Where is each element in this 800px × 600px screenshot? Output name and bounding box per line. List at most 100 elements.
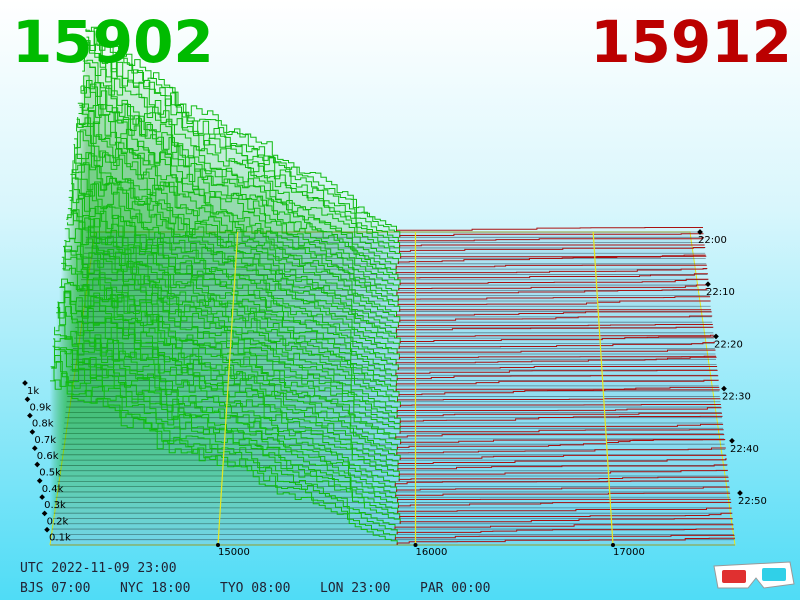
bid-depth-line bbox=[71, 183, 397, 365]
ask-depth-line bbox=[395, 379, 719, 386]
ask-depth-line bbox=[395, 369, 718, 376]
ask-depth-line bbox=[397, 458, 727, 466]
price-tick-label: 17000 bbox=[613, 547, 645, 558]
ask-depth-line bbox=[397, 273, 708, 280]
ask-depth-line bbox=[399, 278, 709, 286]
ask-depth-line bbox=[397, 300, 711, 307]
city-clock: TYO 08:00 bbox=[220, 581, 290, 596]
depth-tick-label: 0.8k bbox=[32, 419, 54, 430]
ask-depth-line bbox=[397, 255, 707, 264]
bid-depth-line bbox=[80, 83, 399, 280]
bid-depth-line bbox=[74, 138, 398, 339]
time-tick bbox=[705, 281, 711, 288]
depth-slices bbox=[50, 26, 735, 546]
ask-depth-line bbox=[399, 518, 733, 524]
ask-depth-line bbox=[397, 398, 721, 402]
bid-depth-line bbox=[54, 326, 399, 508]
price-tick-label: 15000 bbox=[218, 547, 250, 558]
bid-depth-line bbox=[84, 41, 400, 254]
ask-price: 15912 bbox=[590, 8, 792, 76]
bid-depth-line bbox=[79, 87, 400, 291]
ask-depth-line bbox=[396, 349, 716, 354]
ask-depth-line bbox=[397, 498, 731, 503]
time-tick-label: 22:50 bbox=[738, 496, 767, 507]
ask-depth-line bbox=[399, 315, 713, 323]
depth-tick-label: 0.6k bbox=[37, 451, 59, 462]
time-tick-label: 22:00 bbox=[698, 235, 727, 246]
ask-depth-line bbox=[395, 386, 720, 392]
time-tick bbox=[729, 437, 735, 444]
bid-depth-line bbox=[51, 355, 396, 530]
depth-tick-label: 1k bbox=[27, 386, 39, 397]
bid-depth-line bbox=[69, 190, 398, 381]
bid-depth-line bbox=[82, 59, 399, 264]
ask-depth-line bbox=[396, 537, 735, 545]
time-tick-label: 22:30 bbox=[722, 392, 751, 403]
depth-tick bbox=[44, 526, 50, 533]
bid-depth-line bbox=[82, 62, 397, 270]
ask-depth-line bbox=[399, 244, 705, 248]
ask-depth-line bbox=[397, 237, 705, 243]
bid-depth-line bbox=[85, 26, 401, 238]
ask-depth-line bbox=[395, 326, 714, 333]
ask-depth-line bbox=[399, 233, 704, 238]
axes: 15000 16000 17000 1k 0.9k 0.8k 0.7k 0.6k 0.5k 0.4… bbox=[22, 229, 767, 558]
bid-depth-line bbox=[56, 306, 396, 487]
ask-depth-line bbox=[396, 227, 703, 232]
depth-tick-label: 0.9k bbox=[29, 402, 51, 413]
bid-depth-line bbox=[70, 173, 399, 370]
ask-depth-line bbox=[399, 429, 724, 434]
time-tick-label: 22:10 bbox=[706, 287, 735, 298]
depth-tick bbox=[27, 412, 33, 419]
bid-depth-line bbox=[80, 80, 401, 286]
price-tick bbox=[413, 543, 418, 547]
clocks: BJS 07:00 NYC 18:00 TYO 08:00 LON 23:00 PAR … bbox=[20, 581, 490, 596]
ask-depth-line bbox=[399, 309, 712, 312]
bid-depth-line bbox=[60, 283, 398, 455]
bid-depth-line bbox=[50, 366, 396, 540]
ask-depth-line bbox=[395, 492, 731, 498]
ask-depth-line bbox=[399, 454, 727, 461]
ask-depth-line bbox=[395, 264, 707, 270]
depth-tick-label: 0.2k bbox=[47, 516, 69, 527]
ask-depth-line bbox=[395, 356, 717, 365]
ask-depth-line bbox=[398, 341, 715, 349]
bid-depth-line bbox=[65, 228, 398, 413]
ask-depth-line bbox=[399, 247, 706, 254]
ask-depth-line bbox=[396, 334, 714, 339]
bid-depth-line bbox=[52, 345, 401, 524]
depth-tick-label: 0.4k bbox=[42, 484, 64, 495]
bid-depth-line bbox=[61, 262, 398, 450]
bid-depth-line bbox=[53, 338, 401, 519]
floor-plane bbox=[50, 232, 735, 545]
city-clock: PAR 00:00 bbox=[420, 581, 490, 596]
depth-tick-label: 0.1k bbox=[49, 533, 71, 544]
bid-depth-line bbox=[77, 102, 399, 307]
ask-depth-line bbox=[395, 434, 725, 439]
ask-depth-line bbox=[398, 355, 716, 360]
ask-depth-line bbox=[397, 464, 728, 471]
depth-tick bbox=[24, 396, 31, 403]
ask-depth-line bbox=[399, 423, 724, 429]
time-tick bbox=[697, 229, 703, 235]
3d-glasses-icon[interactable] bbox=[713, 561, 795, 589]
time-tick bbox=[737, 490, 743, 496]
ask-depth-line bbox=[394, 480, 729, 487]
ask-depth-line bbox=[396, 528, 734, 535]
price-tick bbox=[216, 543, 220, 547]
depth-tick-label: 0.5k bbox=[39, 468, 61, 479]
bid-depth-line bbox=[76, 117, 397, 317]
ask-depth-line bbox=[397, 507, 732, 514]
ask-depth-line bbox=[394, 524, 734, 530]
bid-depth-line bbox=[68, 196, 397, 386]
ask-depth-line bbox=[397, 324, 713, 328]
ask-depth-line bbox=[398, 476, 729, 482]
ask-depth-line bbox=[396, 288, 710, 296]
ask-depth-line bbox=[398, 469, 728, 476]
depth-tick-label: 0.3k bbox=[44, 500, 66, 511]
bid-depth-line bbox=[69, 177, 397, 376]
bid-depth-line bbox=[86, 27, 397, 232]
price-grid-line bbox=[217, 231, 239, 546]
